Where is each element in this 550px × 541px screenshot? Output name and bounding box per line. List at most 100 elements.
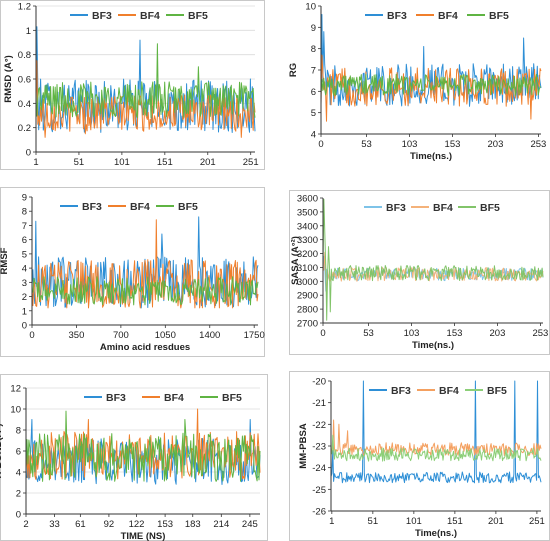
y-axis-label: SASA (A°²) [290,236,301,285]
legend-label: BF4 [433,202,453,214]
y-tick-label: 0 [16,510,21,521]
x-tick-label: 1400 [199,330,220,341]
x-tick-label: 61 [75,519,86,530]
x-tick-label: 203 [488,139,504,150]
y-axis-label: RG [288,63,299,77]
y-tick-label: 0.4 [18,99,31,110]
y-tick-label: 1 [26,26,31,37]
legend-label: BF3 [82,201,102,213]
x-tick-label: 253 [532,328,548,339]
y-tick-label: 7 [311,66,316,77]
y-tick-label: -20 [312,377,326,388]
x-tick-label: 33 [49,519,60,530]
y-tick-label: 3500 [297,207,318,218]
x-tick-label: 201 [200,157,216,168]
y-tick-label: 6 [311,87,316,98]
x-axis-label: time(ns) [127,169,164,170]
x-tick-label: 0 [320,328,325,339]
y-tick-label: 8 [22,207,27,218]
y-tick-label: 5 [22,249,27,260]
x-tick-label: 103 [404,328,420,339]
legend-label: BF5 [188,10,208,22]
x-tick-label: 251 [243,157,259,168]
x-tick-label: 51 [368,516,379,527]
series-line-bf5 [320,73,542,96]
x-tick-label: 1 [329,516,334,527]
x-tick-label: 53 [361,139,372,150]
x-tick-label: 153 [157,519,173,530]
y-tick-label: 0.8 [18,50,31,61]
x-tick-label: 183 [185,519,201,530]
x-tick-label: 153 [447,328,463,339]
x-tick-label: 350 [69,330,85,341]
y-tick-label: 3600 [297,194,318,205]
y-axis-label: MM-PBSA [298,423,309,469]
y-tick-label: 4 [311,130,316,141]
y-tick-label: 3 [22,278,27,289]
y-tick-label: 2800 [297,305,318,316]
series-line-bf3 [330,380,542,484]
y-tick-label: 1 [22,306,27,317]
x-tick-label: 151 [157,157,173,168]
y-tick-label: 0.6 [18,75,31,86]
series-line-bf5 [31,276,259,306]
y-tick-label: 6 [16,447,21,458]
x-tick-label: 0 [318,139,323,150]
legend-label: BF4 [438,10,458,22]
y-tick-label: 0 [22,321,27,332]
x-axis-label: Amino acid resdues [100,342,190,353]
x-tick-label: 92 [104,519,115,530]
y-tick-label: 10 [10,405,21,416]
y-tick-label: 4 [16,468,21,479]
y-tick-label: 3000 [297,277,318,288]
sasa-chart: 2700 2800 2900 3000 3100 3200 3300 3400 3500 3600… [289,190,550,355]
legend-label: BF4 [140,10,160,22]
x-tick-label: 101 [406,516,422,527]
legend-label: BF5 [487,385,507,397]
y-tick-label: 4 [22,264,27,275]
x-tick-label: 2 [23,519,28,530]
x-tick-label: 101 [114,157,130,168]
x-axis-label: Time(ns.) [415,528,457,539]
x-axis-label: TIME (NS) [121,531,166,541]
x-axis-label: Time(ns.) [410,151,452,162]
x-tick-label: 1750 [244,330,265,341]
y-tick-label: 9 [22,193,27,204]
y-tick-label: 2 [16,489,21,500]
y-tick-label: -26 [312,507,326,518]
rmsf-chart: 0 1 2 3 4 5 6 7 8 9 0 350 700 1050 1400 1750 BF3 BF4 BF5 RM… [0,187,265,357]
y-tick-label: -21 [312,398,326,409]
y-tick-label: 2700 [297,319,318,330]
y-tick-label: 0 [26,148,31,159]
x-tick-label: 1 [33,157,38,168]
y-tick-label: 5 [311,108,316,119]
legend-label: BF3 [386,202,406,214]
x-tick-label: 700 [113,330,129,341]
legend-label: BF5 [489,10,509,22]
x-tick-label: 253 [530,139,546,150]
y-tick-label: 3100 [297,263,318,274]
series-line-bf5 [330,434,542,462]
y-tick-label: 8 [311,44,316,55]
y-tick-label: 7 [22,221,27,232]
y-tick-label: 2900 [297,291,318,302]
y-tick-label: 9 [311,23,316,34]
y-tick-label: 0.2 [18,123,31,134]
y-tick-label: -25 [312,485,326,496]
series-line-bf4 [35,60,256,138]
y-tick-label: -24 [312,463,326,474]
rg-chart: 4 5 6 7 8 9 10 0 53 103 153 203 253 BF3 BF4 BF5 RG Time(n… [288,2,546,163]
series-line-bf5 [35,43,256,119]
x-tick-label: 203 [490,328,506,339]
x-tick-label: 1050 [155,330,176,341]
x-tick-label: 53 [363,328,374,339]
y-tick-label: -23 [312,442,326,453]
legend-label: BF3 [92,10,112,22]
x-tick-label: 151 [447,516,463,527]
x-tick-label: 214 [213,519,229,530]
x-tick-label: 153 [445,139,461,150]
legend-label: BF5 [480,202,500,214]
y-axis-label: RMSD (A°) [3,55,14,103]
